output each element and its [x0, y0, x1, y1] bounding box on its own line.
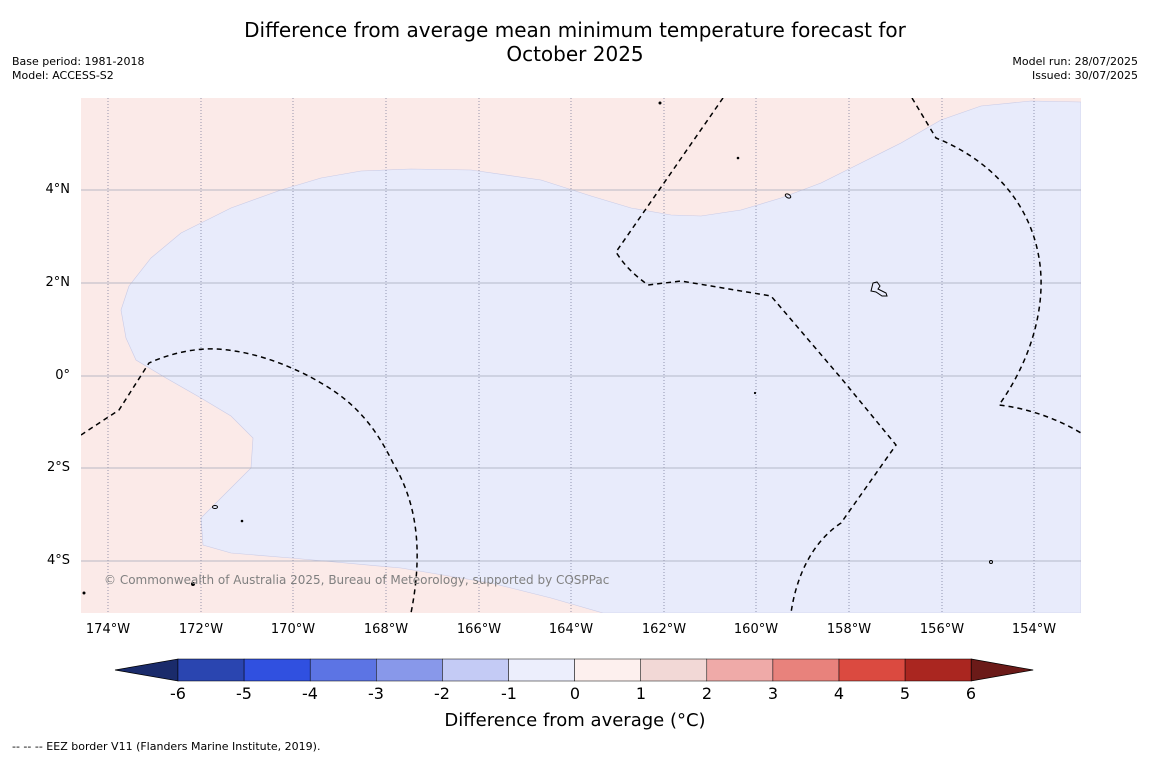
cool-anomaly-region: [120, 100, 1081, 613]
lon-label-162w: 162°W: [641, 622, 687, 637]
lon-label-164w: 164°W: [548, 622, 594, 637]
island-4: [658, 101, 662, 105]
islands: [82, 101, 993, 595]
map-title: Difference from average mean minimum tem…: [0, 18, 1150, 66]
lon-label-160w: 160°W: [733, 622, 779, 637]
island-kiritimati: [870, 281, 888, 297]
colorbar-segment: [376, 658, 443, 682]
colorbar-segment: [442, 658, 509, 682]
latitude-gridlines: [81, 189, 1081, 562]
model-name: Model: ACCESS-S2: [12, 69, 114, 82]
colorbar-tick-neg3: -3: [368, 684, 384, 703]
island-1: [212, 505, 218, 509]
lon-label-172w: 172°W: [178, 622, 224, 637]
lat-label-4s: 4°S: [46, 553, 70, 568]
island-7: [753, 391, 757, 395]
colorbar-segment: [243, 658, 311, 682]
colorbar-tick-6: 6: [965, 684, 977, 703]
colorbar-segment: [772, 658, 840, 682]
colorbar-tick-3: 3: [767, 684, 779, 703]
lon-label-154w: 154°W: [1011, 622, 1057, 637]
island-3: [240, 519, 244, 523]
lon-label-156w: 156°W: [919, 622, 965, 637]
colorbar-tick-2: 2: [701, 684, 713, 703]
forecast-map-svg: [81, 98, 1081, 613]
base-period: Base period: 1981-2018: [12, 55, 145, 68]
colorbar-segment: [706, 658, 774, 682]
map-area: [81, 98, 1081, 613]
lon-label-158w: 158°W: [826, 622, 872, 637]
island-8: [989, 560, 993, 564]
island-5: [736, 156, 740, 160]
colorbar-segment: [904, 658, 972, 682]
colorbar-tick-neg6: -6: [170, 684, 186, 703]
lat-label-2n: 2°N: [45, 275, 71, 290]
lon-label-166w: 166°W: [456, 622, 502, 637]
run-info: Model run: 28/07/2025 Issued: 30/07/2025: [1012, 55, 1138, 83]
colorbar-segment: [508, 658, 575, 682]
colorbar-tick-neg1: -1: [501, 684, 517, 703]
lat-label-0: 0°: [55, 368, 70, 383]
issued-date: Issued: 30/07/2025: [1031, 69, 1138, 82]
lon-label-168w: 168°W: [363, 622, 409, 637]
colorbar-tick-1: 1: [635, 684, 647, 703]
lat-label-4n: 4°N: [45, 182, 71, 197]
eez-borders: [81, 98, 1081, 613]
colorbar-tick-neg5: -5: [236, 684, 252, 703]
map-title-line-2: October 2025: [506, 42, 644, 66]
lon-label-174w: 174°W: [85, 622, 131, 637]
colorbar-segment: [640, 658, 708, 682]
map-title-line-1: Difference from average mean minimum tem…: [244, 18, 906, 42]
island-6: [784, 193, 792, 199]
model-run-date: Model run: 28/07/2025: [1012, 55, 1138, 68]
eez-border-east: [911, 98, 1081, 434]
island-9: [82, 591, 86, 595]
colorbar-segment: [177, 658, 245, 682]
island-2: [191, 582, 195, 586]
longitude-gridlines: [107, 98, 1035, 613]
colorbar-tick-neg2: -2: [434, 684, 450, 703]
colorbar: [114, 658, 1034, 682]
colorbar-segment: [838, 658, 906, 682]
colorbar-tick-5: 5: [899, 684, 911, 703]
colorbar-segment: [309, 658, 377, 682]
copyright-notice: © Commonwealth of Australia 2025, Bureau…: [104, 573, 610, 587]
colorbar-extend-high: [970, 658, 1034, 682]
colorbar-tick-4: 4: [833, 684, 845, 703]
colorbar-extend-low: [114, 658, 179, 682]
model-info: Base period: 1981-2018 Model: ACCESS-S2: [12, 55, 144, 83]
eez-border-west: [81, 348, 418, 613]
lat-label-2s: 2°S: [46, 460, 70, 475]
lon-label-170w: 170°W: [270, 622, 316, 637]
colorbar-label: Difference from average (°C): [444, 710, 706, 731]
eez-legend-note: -- -- -- EEZ border V11 (Flanders Marine…: [12, 740, 321, 753]
colorbar-tick-0: 0: [569, 684, 581, 703]
colorbar-tick-neg4: -4: [302, 684, 318, 703]
colorbar-segment: [574, 658, 641, 682]
